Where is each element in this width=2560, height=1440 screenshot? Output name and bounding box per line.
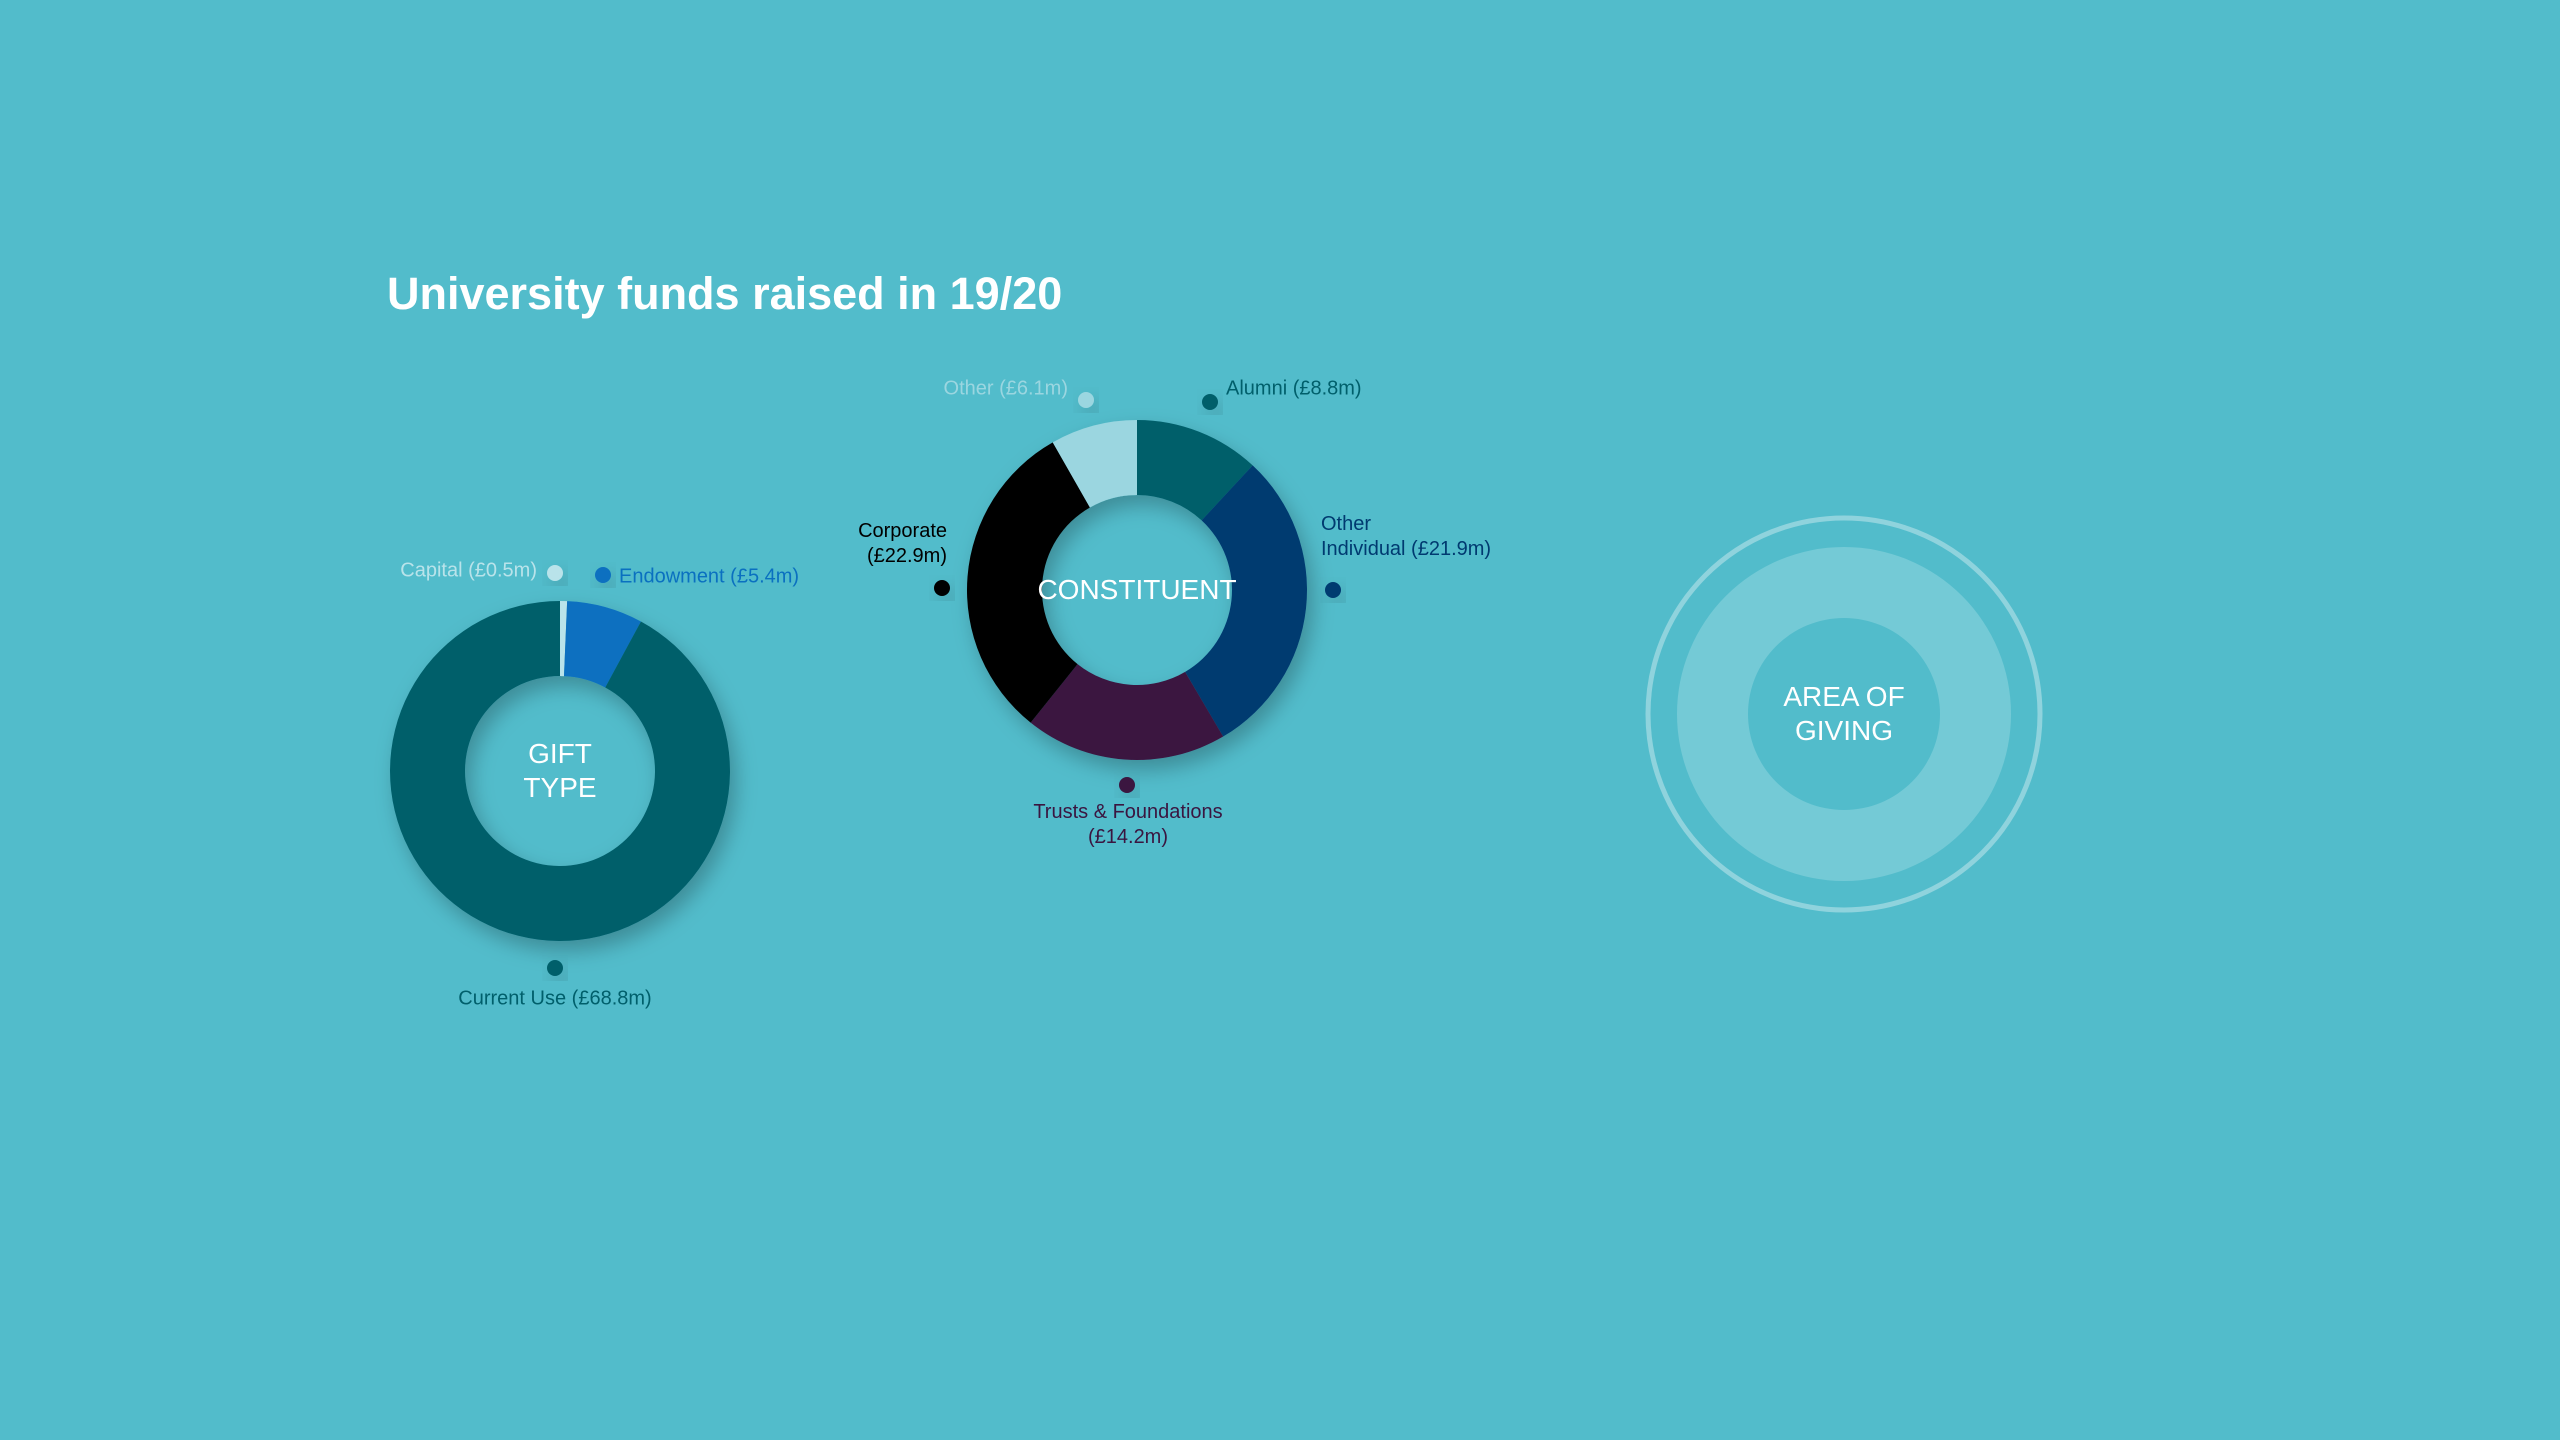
center-label: GIFT TYPE (523, 738, 597, 803)
donut (1645, 515, 2043, 913)
donut-slice (1185, 465, 1308, 737)
slice-label: Other (£6.1m) (943, 377, 1068, 400)
donut-slice (563, 601, 641, 688)
legend-dot (547, 960, 563, 976)
legend-dot (934, 580, 950, 596)
center-label: CONSTITUENT (1037, 574, 1237, 605)
donut-slice (390, 601, 731, 942)
donut-slice (560, 601, 568, 677)
legend-dot (1078, 392, 1094, 408)
legend-dot (1325, 582, 1341, 598)
donut-slice (967, 442, 1090, 723)
center-label: AREA OF GIVING (1783, 681, 1905, 746)
page-title: University funds raised in 19/20 (387, 268, 1063, 319)
slice-label: Capital (£0.5m) (400, 559, 537, 582)
slice-label: Other Individual (£21.9m) (1321, 513, 1492, 560)
donut-slice (1030, 664, 1224, 761)
slice-label: Alumni (£8.8m) (1226, 377, 1362, 400)
slice-label: Trusts & Foundations (£14.2m) (1033, 801, 1223, 848)
slice-label: Endowment (£5.4m) (619, 565, 800, 588)
outer-ring (1645, 515, 2043, 913)
donut-slice (1052, 420, 1137, 508)
slice-label: Current Use (£68.8m) (458, 987, 652, 1010)
legend-dot (595, 567, 611, 583)
donut (967, 420, 1308, 761)
legend-dot (1119, 777, 1135, 793)
slice-label: Corporate (£22.9m) (858, 520, 947, 567)
donut-slice (1137, 420, 1253, 521)
legend-dot (1202, 394, 1218, 410)
inner-disk (1748, 618, 1940, 810)
legend-dot (547, 565, 563, 581)
donut (390, 601, 731, 942)
